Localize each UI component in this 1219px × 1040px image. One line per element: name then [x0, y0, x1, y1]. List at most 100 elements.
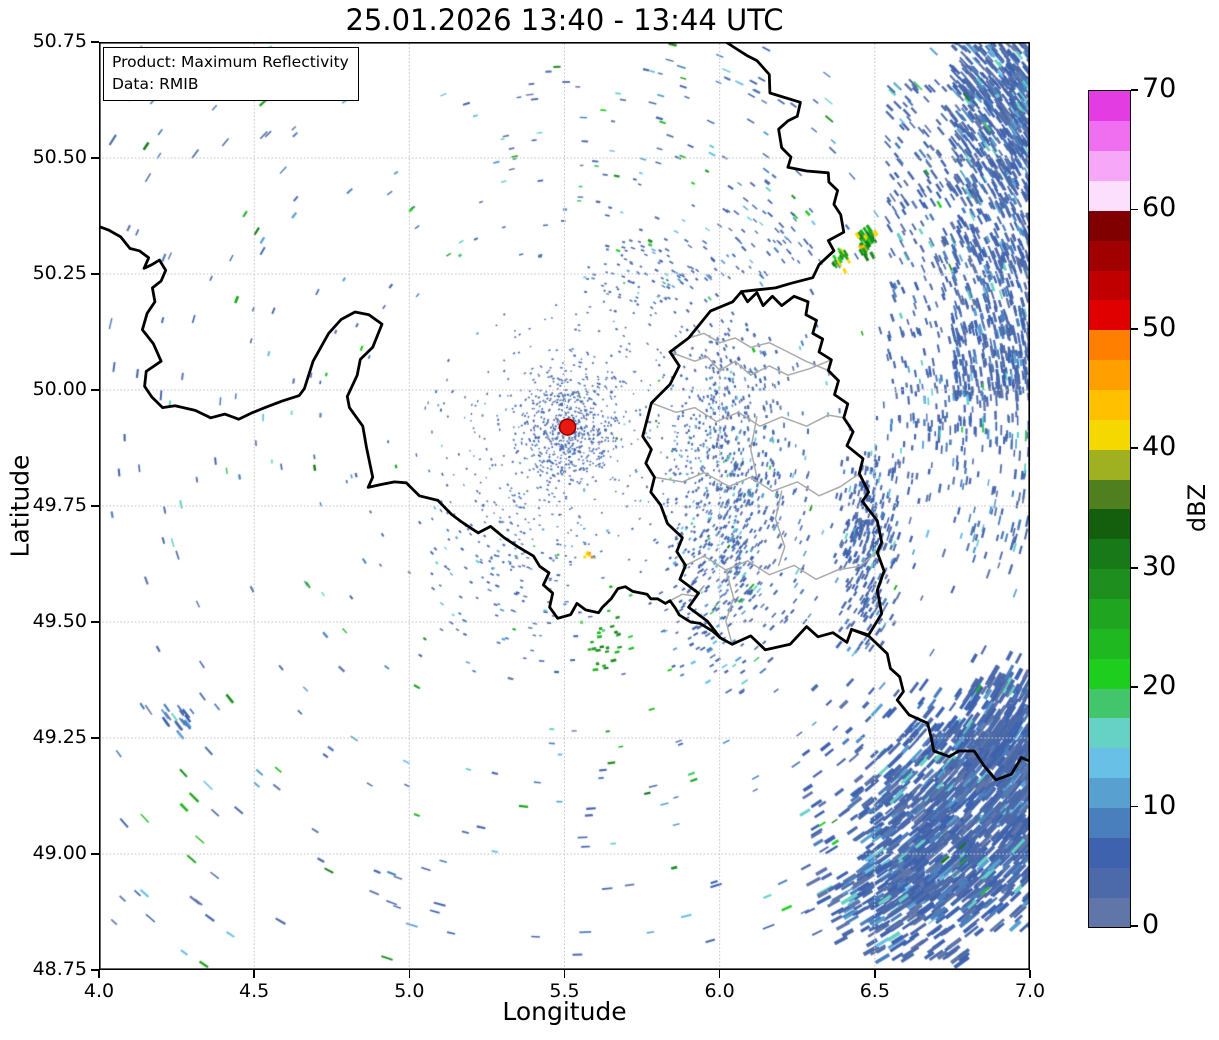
- y-tick-label: 50.25: [32, 262, 87, 284]
- colorbar-band: [1089, 538, 1130, 570]
- district-border: [687, 332, 830, 372]
- district-border: [650, 402, 845, 427]
- y-tick-mark: [91, 853, 99, 855]
- colorbar: [1088, 90, 1131, 928]
- colorbar-band: [1089, 747, 1130, 779]
- colorbar-band: [1089, 807, 1130, 838]
- x-tick-mark: [874, 970, 876, 978]
- colorbar-band: [1089, 180, 1130, 211]
- x-tick-mark: [563, 970, 566, 978]
- x-tick-mark: [253, 970, 255, 978]
- colorbar-band: [1089, 150, 1130, 182]
- colorbar-tick-mark: [1130, 447, 1138, 450]
- country-border-luxembourg: [641, 290, 886, 652]
- y-tick-mark: [91, 969, 99, 971]
- colorbar-band: [1089, 91, 1130, 122]
- colorbar-band: [1089, 329, 1130, 361]
- district-border: [669, 585, 705, 602]
- y-tick-mark: [91, 41, 99, 43]
- x-tick-mark: [98, 970, 100, 978]
- x-tick-label: 5.0: [394, 980, 425, 1002]
- colorbar-band: [1089, 867, 1130, 898]
- x-tick-label: 6.5: [859, 980, 890, 1002]
- district-border: [725, 569, 735, 646]
- district-border: [669, 351, 833, 376]
- x-tick-label: 4.5: [239, 980, 270, 1002]
- map-plot-area: Product: Maximum Reflectivity Data: RMIB: [99, 42, 1030, 970]
- colorbar-band: [1089, 359, 1130, 391]
- product-label: Product: Maximum Reflectivity: [112, 53, 349, 71]
- y-tick-label: 49.75: [32, 494, 87, 516]
- colorbar-band: [1089, 270, 1130, 301]
- country-border-france_belgium: [99, 224, 722, 640]
- colorbar-band: [1089, 419, 1130, 450]
- y-tick-mark: [91, 389, 99, 391]
- colorbar-band: [1089, 718, 1130, 749]
- colorbar-band: [1089, 300, 1130, 331]
- country-border-france_germany: [850, 628, 1030, 782]
- colorbar-tick-label: 20: [1142, 670, 1177, 702]
- x-tick-label: 6.0: [704, 980, 735, 1002]
- colorbar-band: [1089, 210, 1130, 241]
- y-tick-mark: [91, 273, 99, 275]
- colorbar-tick-mark: [1130, 566, 1138, 569]
- x-tick-label: 4.0: [83, 980, 115, 1002]
- x-tick-mark: [408, 970, 411, 978]
- colorbar-band: [1089, 479, 1130, 510]
- colorbar-tick-mark: [1130, 925, 1138, 927]
- y-tick-label: 49.25: [32, 726, 87, 748]
- colorbar-band: [1089, 389, 1130, 420]
- figure-title: 25.01.2026 13:40 - 13:44 UTC: [345, 3, 784, 37]
- colorbar-tick-label: 0: [1142, 909, 1160, 940]
- colorbar-tick-mark: [1130, 686, 1138, 688]
- map-borders-layer: [99, 42, 1030, 970]
- y-tick-mark: [91, 621, 99, 623]
- district-border: [653, 471, 861, 497]
- radar-site-marker: [558, 418, 577, 436]
- y-tick-label: 50.00: [32, 378, 87, 400]
- x-tick-mark: [718, 970, 721, 978]
- colorbar-tick-mark: [1130, 805, 1138, 808]
- colorbar-tick-label: 40: [1142, 431, 1177, 463]
- y-tick-mark: [91, 157, 99, 159]
- colorbar-band: [1089, 598, 1130, 629]
- data-source-label: Data: RMIB: [112, 75, 199, 93]
- country-border-germany_belgium: [724, 42, 846, 294]
- y-tick-label: 50.75: [32, 30, 87, 52]
- colorbar-tick-label: 30: [1142, 550, 1177, 582]
- y-axis-label: Latitude: [5, 454, 35, 558]
- colorbar-tick-label: 70: [1142, 73, 1177, 104]
- colorbar-tick-mark: [1130, 328, 1138, 330]
- x-tick-label: 5.5: [549, 980, 580, 1002]
- colorbar-tick-label: 10: [1142, 789, 1177, 821]
- colorbar-band: [1089, 658, 1130, 689]
- colorbar-band: [1089, 688, 1130, 719]
- district-border: [684, 551, 879, 581]
- colorbar-band: [1089, 509, 1130, 540]
- product-legend-box: Product: Maximum Reflectivity Data: RMIB: [103, 47, 359, 101]
- colorbar-tick-mark: [1130, 89, 1138, 91]
- colorbar-tick-mark: [1130, 208, 1138, 211]
- y-tick-mark: [91, 505, 99, 507]
- x-tick-mark: [1029, 970, 1031, 978]
- y-tick-label: 49.00: [32, 842, 87, 864]
- x-axis-label: Longitude: [502, 997, 627, 1026]
- colorbar-tick-label: 60: [1142, 192, 1177, 224]
- y-tick-mark: [91, 737, 99, 739]
- y-tick-label: 49.50: [32, 610, 87, 632]
- axes-spine: [99, 42, 1030, 970]
- colorbar-unit-label: dBZ: [1183, 483, 1211, 533]
- x-tick-label: 7.0: [1014, 980, 1046, 1002]
- colorbar-band: [1089, 120, 1130, 152]
- colorbar-tick-label: 50: [1142, 311, 1177, 343]
- colorbar-band: [1089, 628, 1130, 659]
- colorbar-band: [1089, 568, 1130, 600]
- colorbar-band: [1089, 777, 1130, 809]
- colorbar-band: [1089, 897, 1130, 928]
- district-border: [774, 490, 786, 567]
- colorbar-band: [1089, 449, 1130, 480]
- y-tick-label: 50.50: [32, 146, 87, 168]
- colorbar-band: [1089, 240, 1130, 271]
- y-tick-label: 48.75: [32, 958, 87, 980]
